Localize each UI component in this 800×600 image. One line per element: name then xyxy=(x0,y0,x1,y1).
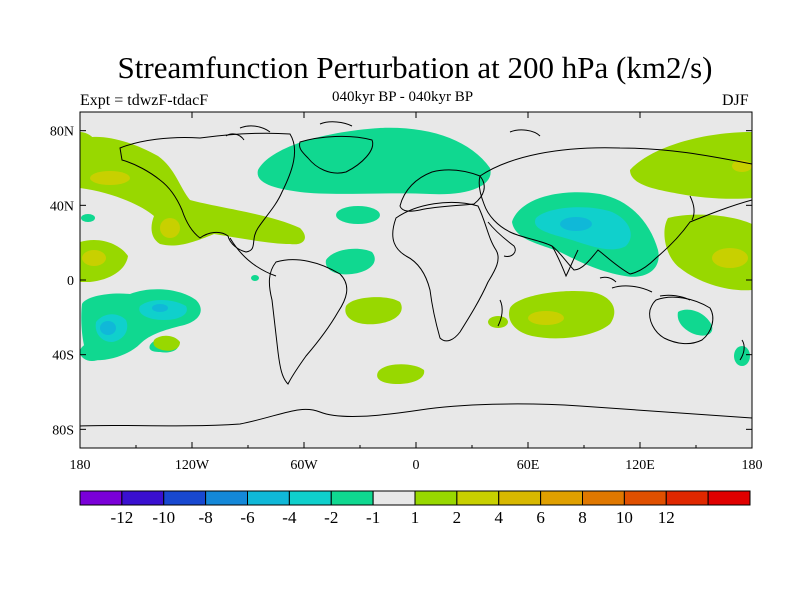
coastlines xyxy=(80,121,752,427)
y-tick-label: 40S xyxy=(52,349,74,364)
india-coast xyxy=(551,245,579,278)
y-tick-label: 40N xyxy=(50,199,74,214)
colorbar-label: -2 xyxy=(324,508,338,527)
north-pacific-high xyxy=(80,136,305,246)
colorbar-label: -1 xyxy=(366,508,380,527)
season-label: DJF xyxy=(722,92,749,109)
new-zealand-coast xyxy=(739,339,745,361)
x-tick-label: 60E xyxy=(517,458,540,473)
colorbar-swatch xyxy=(163,490,207,506)
atlantic-small-low xyxy=(336,206,380,224)
strong-positive-cores xyxy=(82,160,752,325)
y-axis: 80N 40N 0 40S 80S xyxy=(50,125,752,438)
x-axis: 180 120W 60W 0 60E 120E 180 xyxy=(70,112,763,473)
colorbar-swatch xyxy=(707,490,751,506)
arabia-coast xyxy=(487,221,516,257)
south-pacific-high xyxy=(153,335,180,351)
colorbar-swatch xyxy=(582,490,625,506)
colorbar-label: -8 xyxy=(199,508,213,527)
south-pacific-low-2 xyxy=(80,343,104,361)
colorbar-label: 8 xyxy=(578,508,587,527)
colorbar-swatch xyxy=(456,490,500,506)
colorbar-label: 6 xyxy=(536,508,545,527)
x-tick-label: 120E xyxy=(625,458,655,473)
europe-coast xyxy=(399,169,485,212)
tropical-atlantic-low xyxy=(325,248,375,275)
colorbar-swatch xyxy=(540,490,583,506)
north-pacific-core xyxy=(160,218,180,238)
x-tick-label: 0 xyxy=(413,458,420,473)
west-pacific-high-2 xyxy=(664,214,752,291)
south-pacific-inner-core xyxy=(100,321,116,335)
south-atlantic-high xyxy=(345,297,402,325)
cape-high xyxy=(488,316,508,328)
equatorial-small-low xyxy=(251,275,259,281)
asia-coast xyxy=(478,147,752,275)
y-tick-label: 80N xyxy=(50,125,74,140)
colorbar-swatch xyxy=(288,490,332,506)
colorbar-swatch xyxy=(205,490,248,506)
arctic-high-left xyxy=(80,132,97,155)
colorbar-swatch xyxy=(79,490,123,506)
west-pacific-core xyxy=(712,248,748,268)
colorbar-swatch xyxy=(414,490,458,506)
south-america-coast xyxy=(268,259,348,385)
australia-low xyxy=(677,309,713,336)
australia-coast xyxy=(649,296,714,345)
colorbar: -12 -10 -8 -6 -4 -2 -1 1 2 4 6 8 10 12 xyxy=(79,490,751,527)
antarctica-coast xyxy=(80,403,752,427)
madagascar-coast xyxy=(497,299,503,327)
colorbar-label: -4 xyxy=(282,508,297,527)
colorbar-swatch xyxy=(665,490,709,506)
colorbar-label: -10 xyxy=(152,508,175,527)
japan-coast xyxy=(689,195,695,221)
eastern-pacific-small-low xyxy=(81,214,95,222)
x-tick-label: 180 xyxy=(742,458,763,473)
colorbar-swatch xyxy=(247,490,290,506)
colorbar-label: 2 xyxy=(453,508,462,527)
colorbar-swatch xyxy=(372,490,416,506)
colorbar-label: 4 xyxy=(495,508,504,527)
positive-anomaly-regions xyxy=(80,132,752,384)
colorbar-swatch xyxy=(498,490,542,506)
page-title: Streamfunction Perturbation at 200 hPa (… xyxy=(117,50,713,85)
greenland-coast xyxy=(299,135,374,174)
colorbar-label: 12 xyxy=(658,508,675,527)
tibet-inner-core xyxy=(560,217,592,231)
colorbar-swatch xyxy=(121,490,165,506)
colorbar-swatch xyxy=(623,490,667,506)
colorbar-label: -12 xyxy=(111,508,134,527)
colorbar-swatch xyxy=(330,490,374,506)
north-atlantic-low xyxy=(257,127,491,195)
x-tick-label: 120W xyxy=(175,458,210,473)
indian-ocean-core xyxy=(528,311,564,325)
period-label: 040kyr BP - 040kyr BP xyxy=(332,89,474,105)
north-america-coast xyxy=(119,132,296,253)
colorbar-label: -6 xyxy=(240,508,254,527)
west-pacific-high xyxy=(630,132,752,199)
colorbar-label: 10 xyxy=(616,508,633,527)
experiment-label: Expt = tdwzF-tdacF xyxy=(80,92,209,109)
africa-coast xyxy=(392,201,499,342)
east-pacific-core xyxy=(82,250,106,266)
x-tick-label: 60W xyxy=(290,458,318,473)
y-tick-label: 80S xyxy=(52,423,74,438)
arctic-islands xyxy=(225,121,541,141)
x-tick-label: 180 xyxy=(70,458,91,473)
south-pacific-inner-core-2 xyxy=(152,304,168,312)
south-atlantic-high-2 xyxy=(377,364,425,384)
colorbar-label: 1 xyxy=(411,508,420,527)
y-tick-label: 0 xyxy=(67,274,74,289)
arctic-core-left xyxy=(90,171,130,185)
